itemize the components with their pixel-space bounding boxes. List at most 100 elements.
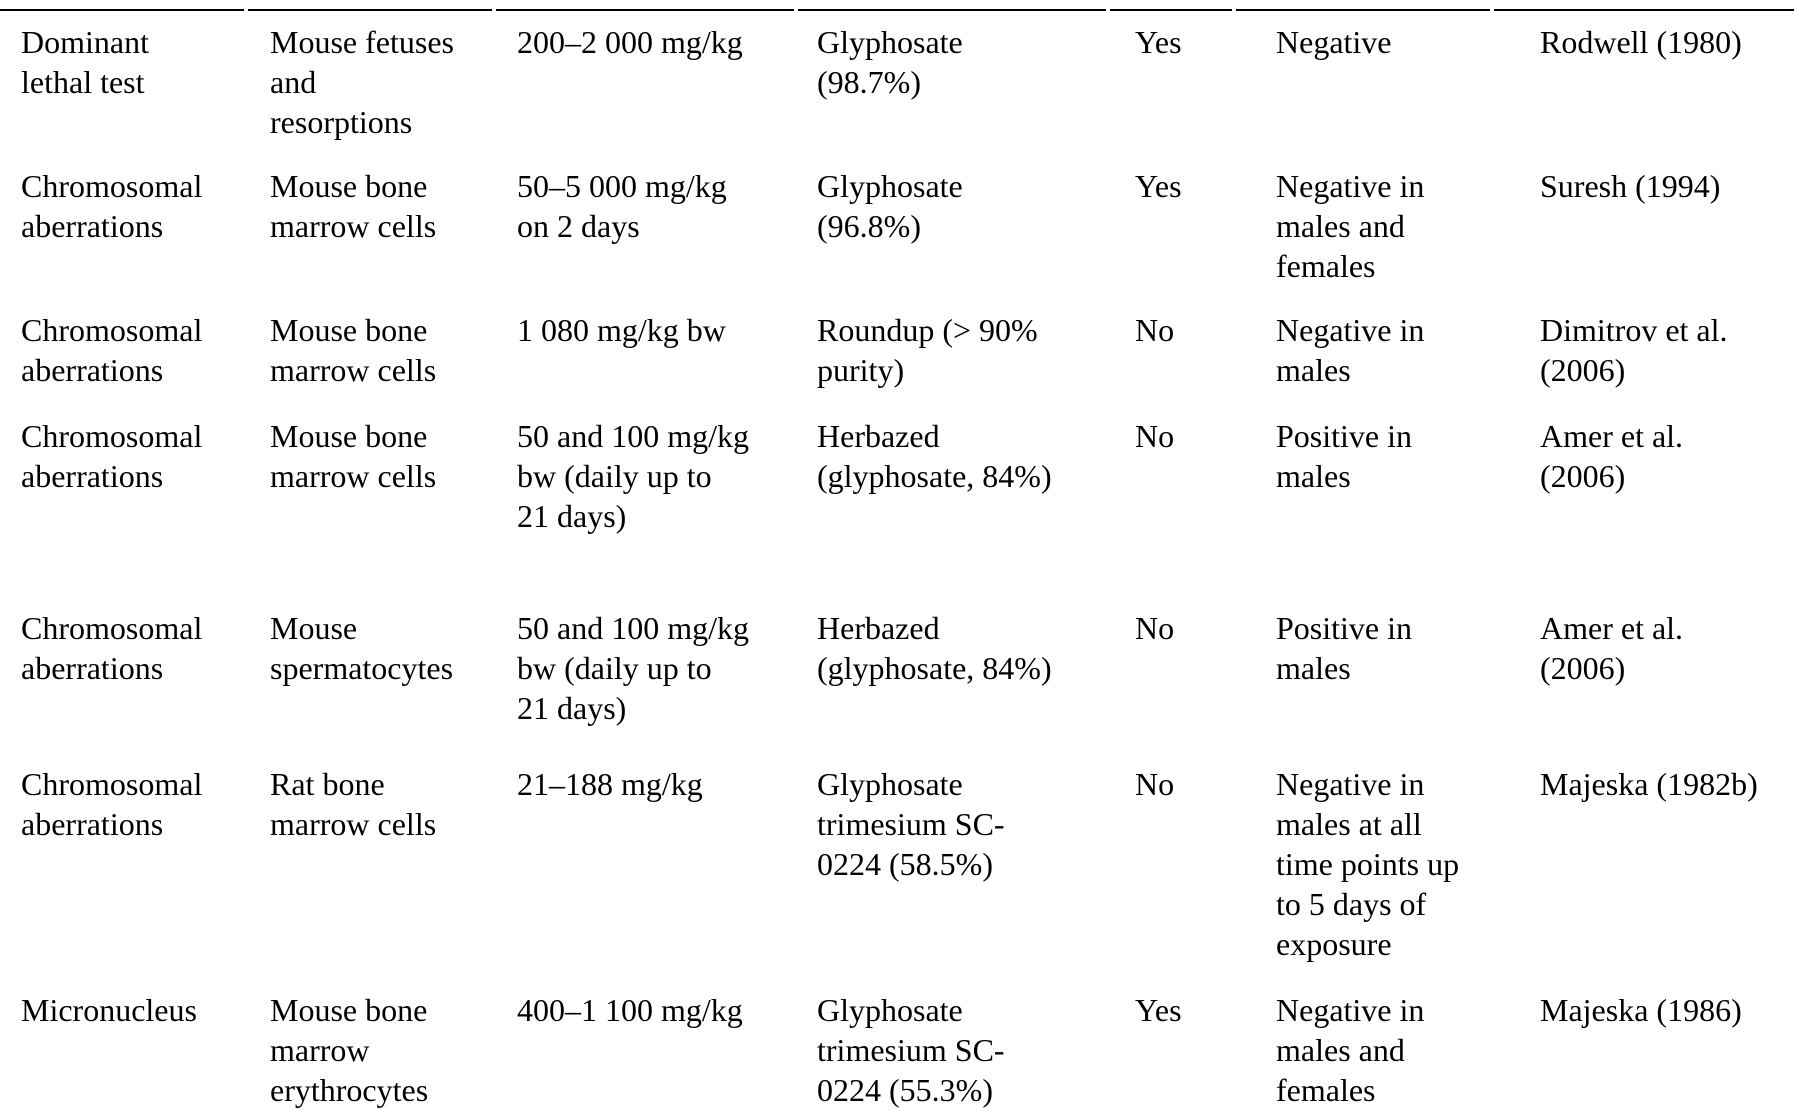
cell-line: Rodwell (1980) bbox=[1540, 24, 1742, 60]
cell-line: (glyphosate, 84%) bbox=[817, 458, 1052, 494]
cell-reference: Majeska (1982b) bbox=[1540, 764, 1758, 804]
cell-line: males bbox=[1276, 650, 1351, 686]
cell-line: Dimitrov et al. bbox=[1540, 312, 1728, 348]
cell-line: Negative in bbox=[1276, 168, 1425, 204]
cell-substance: Roundup (> 90% purity) bbox=[817, 310, 1038, 390]
cell-line: Mouse bone bbox=[270, 168, 428, 204]
table-top-rule bbox=[1110, 9, 1232, 11]
cell-line: Glyphosate bbox=[817, 24, 963, 60]
cell-line: aberrations bbox=[21, 208, 164, 244]
cell-line: Glyphosate bbox=[817, 766, 963, 802]
cell-line: males and bbox=[1276, 1032, 1405, 1068]
cell-dose: 1 080 mg/kg bw bbox=[517, 310, 726, 350]
cell-line: No bbox=[1135, 610, 1175, 646]
cell-substance: Herbazed (glyphosate, 84%) bbox=[817, 416, 1052, 496]
cell-line: marrow cells bbox=[270, 352, 437, 388]
cell-line: purity) bbox=[817, 352, 905, 388]
cell-line: Yes bbox=[1135, 992, 1182, 1028]
cell-line: Negative in bbox=[1276, 766, 1425, 802]
cell-line: Chromosomal bbox=[21, 168, 203, 204]
cell-line: marrow cells bbox=[270, 806, 437, 842]
cell-line: time points up bbox=[1276, 846, 1460, 882]
cell-glp: No bbox=[1135, 416, 1174, 456]
cell-test: Dominant lethal test bbox=[21, 22, 149, 102]
cell-line: Herbazed bbox=[817, 610, 940, 646]
cell-glp: No bbox=[1135, 310, 1174, 350]
cell-line: aberrations bbox=[21, 352, 164, 388]
cell-test-object: Mouse bone marrow cells bbox=[270, 416, 436, 496]
cell-line: Chromosomal bbox=[21, 610, 203, 646]
cell-reference: Majeska (1986) bbox=[1540, 990, 1742, 1030]
cell-line: Glyphosate bbox=[817, 168, 963, 204]
cell-line: 0224 (58.5%) bbox=[817, 846, 993, 882]
cell-line: Chromosomal bbox=[21, 418, 203, 454]
cell-glp: Yes bbox=[1135, 166, 1182, 206]
cell-line: exposure bbox=[1276, 926, 1392, 962]
cell-test: Chromosomal aberrations bbox=[21, 310, 202, 390]
cell-line: females bbox=[1276, 1072, 1376, 1108]
cell-line: (2006) bbox=[1540, 352, 1626, 388]
cell-line: 21 days) bbox=[517, 498, 627, 534]
cell-result: Positive in males bbox=[1276, 608, 1412, 688]
cell-line: 50 and 100 mg/kg bbox=[517, 418, 749, 454]
cell-line: Negative in bbox=[1276, 312, 1425, 348]
cell-line: and bbox=[270, 64, 317, 100]
cell-line: Negative bbox=[1276, 24, 1392, 60]
cell-dose: 400–1 100 mg/kg bbox=[517, 990, 743, 1030]
cell-line: No bbox=[1135, 418, 1175, 454]
cell-dose: 200–2 000 mg/kg bbox=[517, 22, 743, 62]
table-top-rule bbox=[1236, 9, 1490, 11]
cell-line: Chromosomal bbox=[21, 766, 203, 802]
cell-line: aberrations bbox=[21, 650, 164, 686]
cell-line: Amer et al. bbox=[1540, 610, 1684, 646]
cell-test: Chromosomal aberrations bbox=[21, 764, 202, 844]
cell-test: Chromosomal aberrations bbox=[21, 416, 202, 496]
cell-line: Yes bbox=[1135, 24, 1182, 60]
cell-line: 0224 (55.3%) bbox=[817, 1072, 993, 1108]
cell-result: Negative in males and females bbox=[1276, 166, 1424, 286]
cell-substance: Herbazed (glyphosate, 84%) bbox=[817, 608, 1052, 688]
cell-line: males bbox=[1276, 352, 1351, 388]
table-top-rule bbox=[248, 9, 492, 11]
cell-line: on 2 days bbox=[517, 208, 640, 244]
cell-glp: Yes bbox=[1135, 22, 1182, 62]
cell-line: trimesium SC- bbox=[817, 1032, 1005, 1068]
cell-line: (98.7%) bbox=[817, 64, 921, 100]
cell-test-object: Mouse bone marrow erythrocytes bbox=[270, 990, 428, 1110]
cell-line: Mouse bone bbox=[270, 418, 428, 454]
cell-result: Negative bbox=[1276, 22, 1392, 62]
cell-test-object: Rat bone marrow cells bbox=[270, 764, 436, 844]
cell-result: Negative in males bbox=[1276, 310, 1424, 390]
cell-line: Micronucleus bbox=[21, 992, 197, 1028]
cell-line: (glyphosate, 84%) bbox=[817, 650, 1052, 686]
cell-line: 50–5 000 mg/kg bbox=[517, 168, 727, 204]
cell-line: Mouse fetuses bbox=[270, 24, 454, 60]
cell-line: Majeska (1982b) bbox=[1540, 766, 1758, 802]
cell-substance: Glyphosate trimesium SC- 0224 (58.5%) bbox=[817, 764, 1005, 884]
table-top-rule bbox=[0, 9, 244, 11]
cell-line: males at all bbox=[1276, 806, 1422, 842]
cell-test-object: Mouse bone marrow cells bbox=[270, 310, 436, 390]
table-top-rule bbox=[1494, 9, 1794, 11]
cell-line: bw (daily up to bbox=[517, 458, 712, 494]
cell-line: Positive in bbox=[1276, 418, 1413, 454]
cell-line: trimesium SC- bbox=[817, 806, 1005, 842]
cell-test-object: Mouse bone marrow cells bbox=[270, 166, 436, 246]
cell-line: marrow bbox=[270, 1032, 370, 1068]
cell-line: males bbox=[1276, 458, 1351, 494]
cell-line: No bbox=[1135, 766, 1175, 802]
cell-line: 50 and 100 mg/kg bbox=[517, 610, 749, 646]
cell-line: 400–1 100 mg/kg bbox=[517, 992, 743, 1028]
cell-line: 200–2 000 mg/kg bbox=[517, 24, 743, 60]
cell-line: Amer et al. bbox=[1540, 418, 1684, 454]
table-top-rule bbox=[496, 9, 794, 11]
cell-line: aberrations bbox=[21, 806, 164, 842]
cell-line: Majeska (1986) bbox=[1540, 992, 1742, 1028]
cell-glp: No bbox=[1135, 608, 1174, 648]
cell-line: Mouse bone bbox=[270, 992, 428, 1028]
cell-reference: Amer et al. (2006) bbox=[1540, 608, 1683, 688]
cell-test: Micronucleus bbox=[21, 990, 197, 1030]
cell-line: Negative in bbox=[1276, 992, 1425, 1028]
cell-line: Positive in bbox=[1276, 610, 1413, 646]
cell-line: aberrations bbox=[21, 458, 164, 494]
